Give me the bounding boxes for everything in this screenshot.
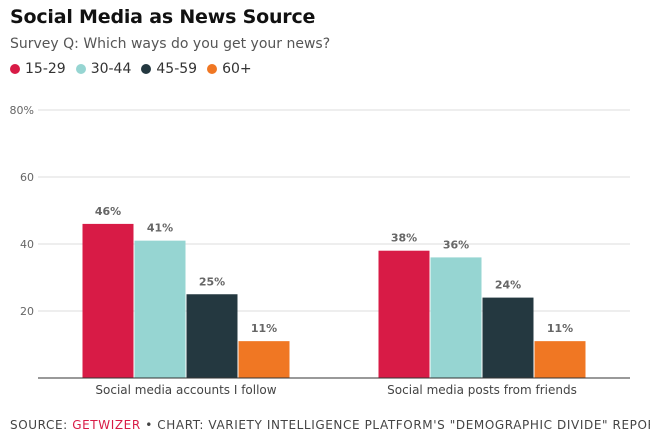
legend-swatch-45-59 <box>141 64 152 74</box>
bar-30-44-cat0 <box>134 240 186 378</box>
y-tick-label-60: 60 <box>20 171 34 184</box>
data-label-45-59-cat0: 25% <box>199 275 225 288</box>
footer-brand-link[interactable]: GETWIZER <box>72 418 141 432</box>
data-label-60+-cat1: 11% <box>547 322 573 335</box>
legend-label-45-59: 45-59 <box>156 61 198 77</box>
legend-swatch-15-29 <box>10 64 20 74</box>
legend-item-60-plus: 60+ <box>207 61 252 77</box>
x-category-label-0: Social media accounts I follow <box>95 383 276 397</box>
legend-label-15-29: 15-29 <box>25 61 66 77</box>
data-label-15-29-cat1: 38% <box>391 232 417 245</box>
data-label-45-59-cat1: 24% <box>495 279 521 292</box>
data-label-30-44-cat1: 36% <box>443 238 469 251</box>
legend-swatch-60-plus <box>207 64 218 74</box>
data-label-60+-cat0: 11% <box>251 322 277 335</box>
bar-45-59-cat1 <box>482 297 534 378</box>
legend-label-30-44: 30-44 <box>90 61 132 77</box>
chart-subtitle: Survey Q: Which ways do you get your new… <box>10 36 331 52</box>
y-tick-label-20: 20 <box>20 305 34 318</box>
footer-prefix: SOURCE: <box>10 418 73 432</box>
x-category-label-1: Social media posts from friends <box>387 383 577 397</box>
bar-45-59-cat0 <box>186 294 238 378</box>
legend-item-45-59: 45-59 <box>141 61 197 77</box>
data-label-30-44-cat0: 41% <box>147 222 173 235</box>
footer-suffix: • CHART: VARIETY INTELLIGENCE PLATFORM'S… <box>140 418 650 432</box>
bar-15-29-cat1 <box>378 250 430 378</box>
legend-item-30-44: 30-44 <box>75 61 132 77</box>
bar-30-44-cat1 <box>430 257 482 378</box>
legend: 15-29 30-44 45-59 60+ <box>10 61 262 77</box>
bar-60+-cat1 <box>534 341 586 378</box>
legend-label-60-plus: 60+ <box>222 61 252 77</box>
source-footer: SOURCE: GETWIZER • CHART: VARIETY INTELL… <box>10 418 650 432</box>
y-tick-label-40: 40 <box>20 238 34 251</box>
legend-swatch-30-44 <box>75 64 86 74</box>
chart-title: Social Media as News Source <box>10 6 316 28</box>
bar-15-29-cat0 <box>82 223 134 378</box>
y-tick-label-80: 80% <box>10 104 34 117</box>
bar-60+-cat0 <box>238 341 290 378</box>
legend-item-15-29: 15-29 <box>10 61 66 77</box>
data-label-15-29-cat0: 46% <box>95 205 121 218</box>
